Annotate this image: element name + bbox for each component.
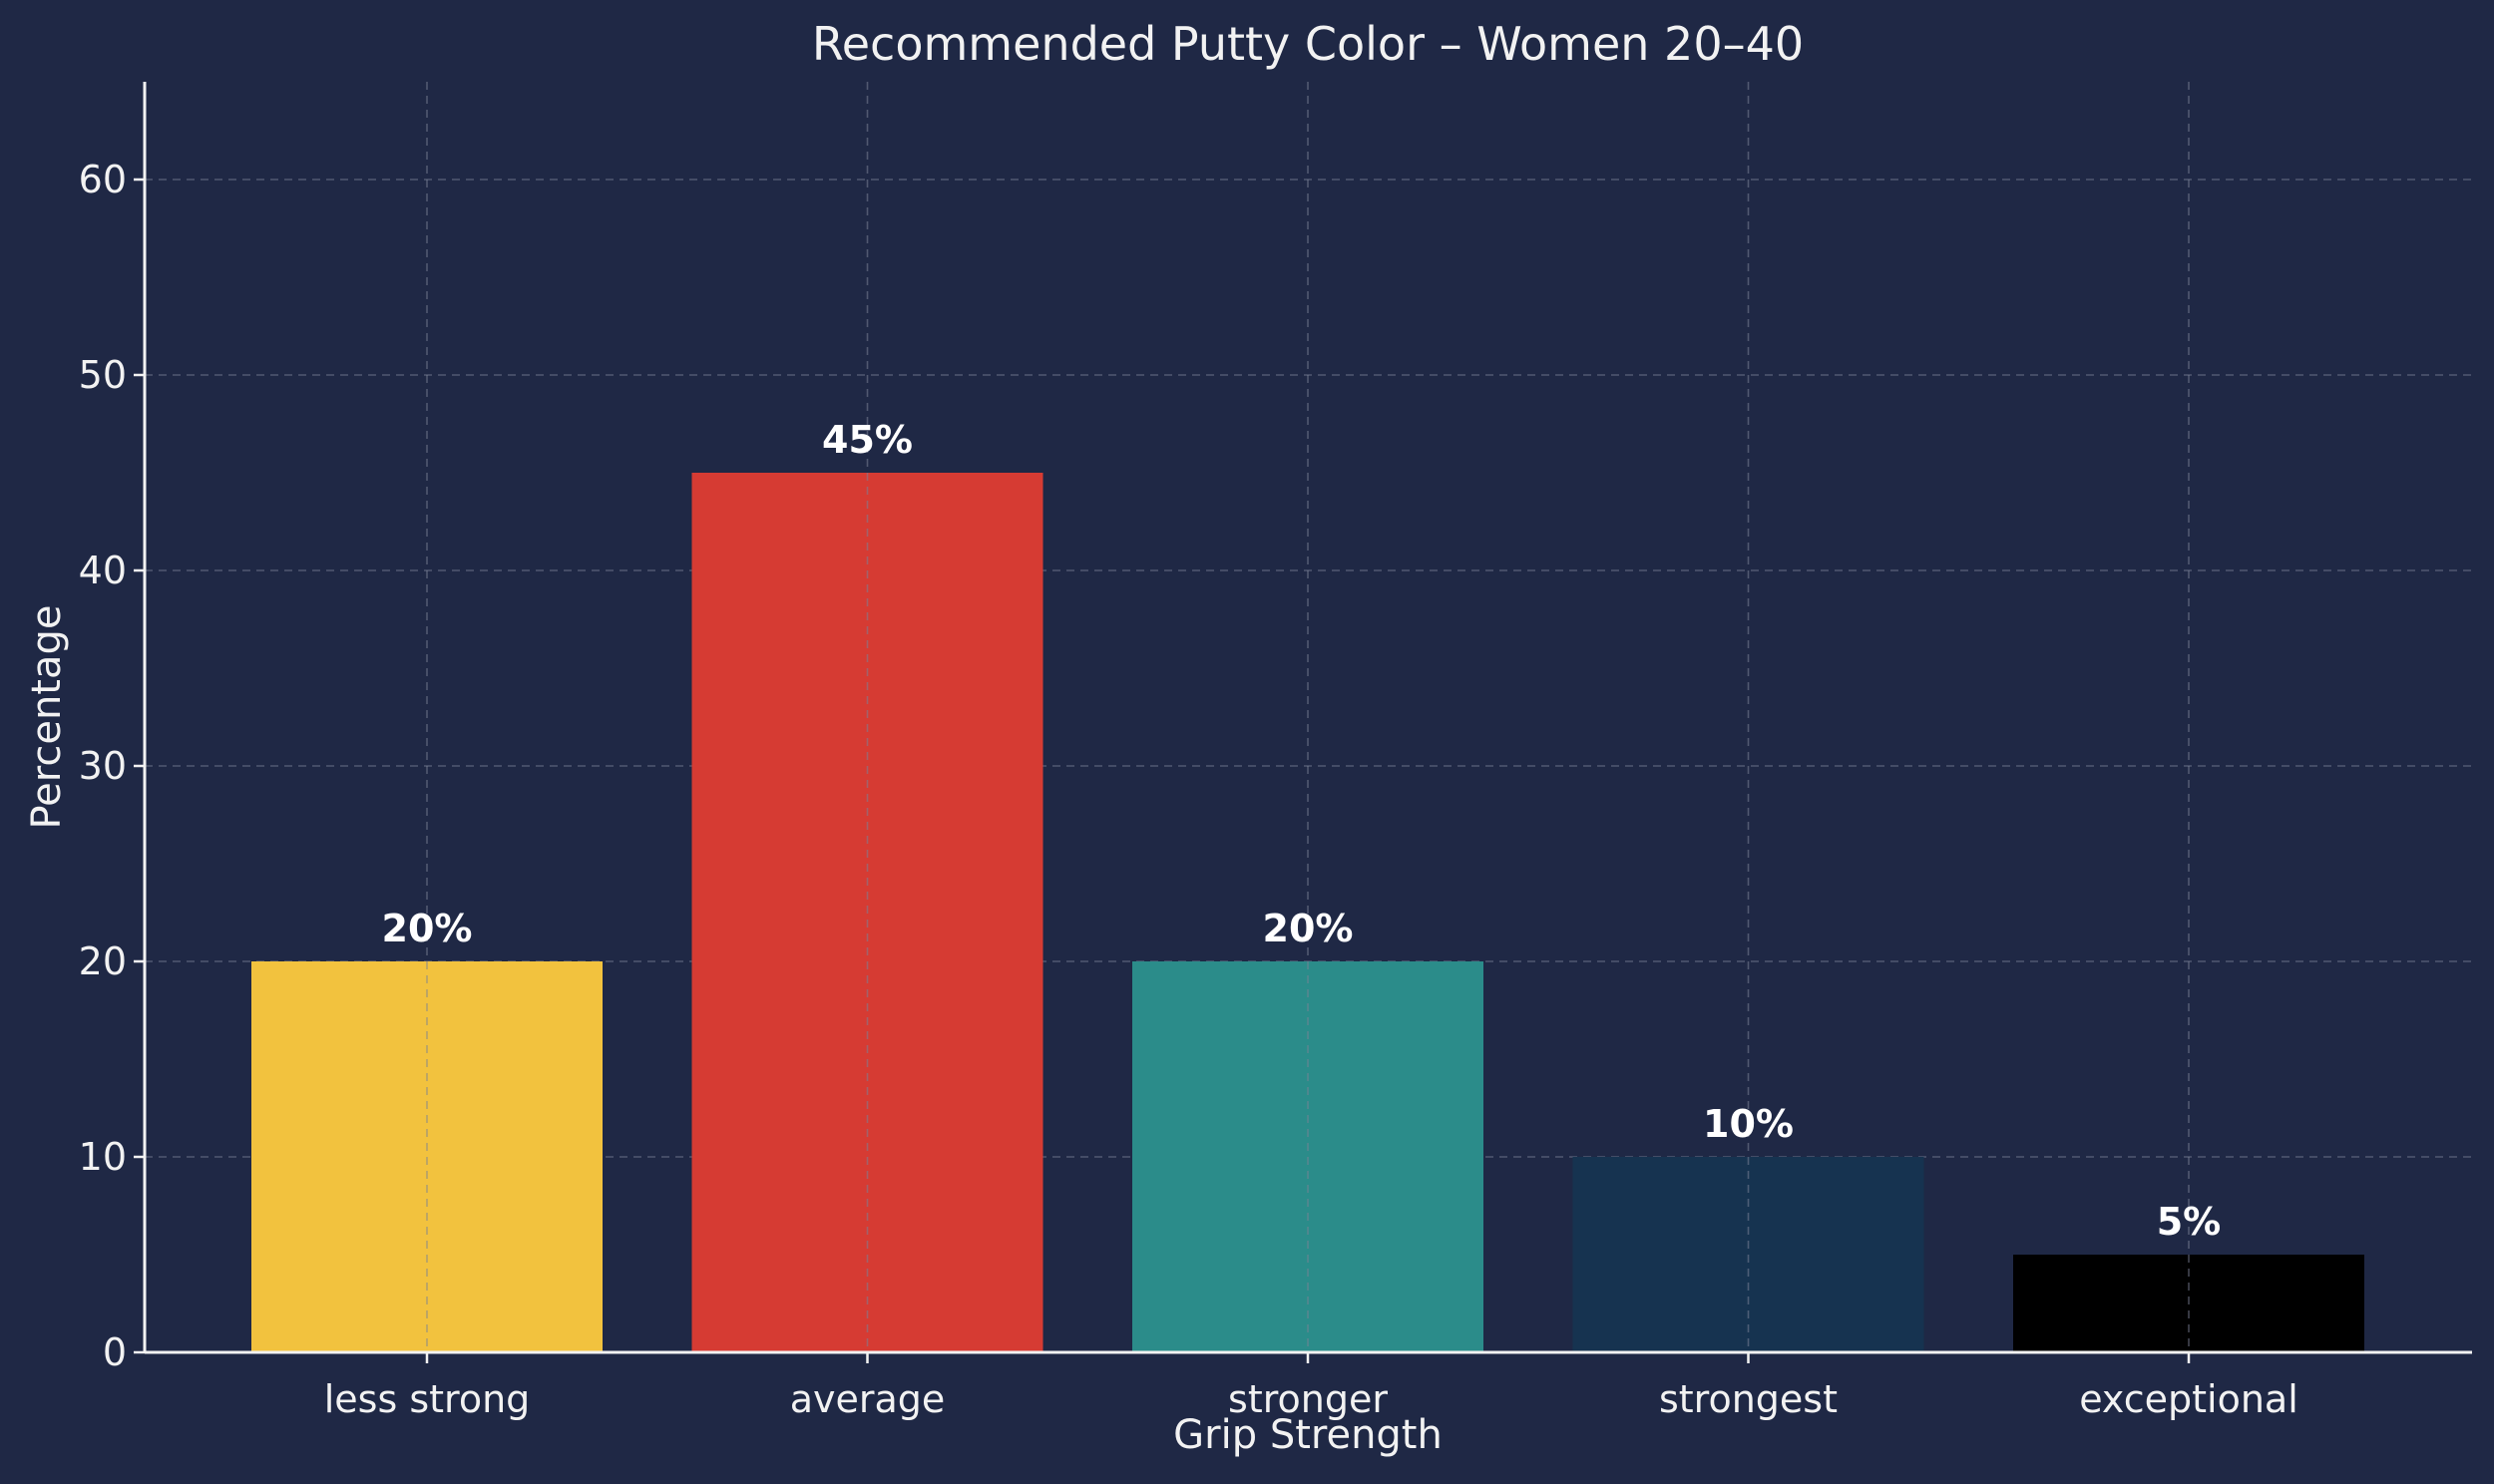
x-tick-label: average: [790, 1377, 946, 1421]
x-tick-label: strongest: [1659, 1377, 1838, 1421]
data-label: 5%: [2157, 1200, 2222, 1244]
y-tick-label: 30: [79, 744, 127, 788]
data-label: 45%: [822, 418, 913, 462]
chart-title: Recommended Putty Color – Women 20–40: [812, 17, 1804, 71]
x-ticks: less strong average stronger strongest excep…: [324, 1352, 2298, 1421]
y-tick-label: 40: [79, 549, 127, 592]
y-tick-label: 0: [103, 1330, 127, 1374]
x-tick-label: less strong: [324, 1377, 531, 1421]
y-tick-label: 20: [79, 939, 127, 983]
data-label: 20%: [382, 907, 473, 950]
y-tick-label: 60: [79, 158, 127, 201]
data-label: 20%: [1263, 907, 1354, 950]
y-ticks: 0 10 20 30 40 50 60: [79, 158, 145, 1374]
data-labels: 20% 45% 20% 10% 5%: [382, 418, 2222, 1244]
y-tick-label: 50: [79, 353, 127, 397]
x-tick-label: exceptional: [2079, 1377, 2298, 1421]
x-grid: [426, 82, 2190, 1352]
y-axis-title: Percentage: [24, 604, 70, 829]
x-axis-title: Grip Strength: [1173, 1412, 1443, 1458]
data-label: 10%: [1703, 1102, 1794, 1146]
y-tick-label: 10: [79, 1135, 127, 1179]
x-tick-label: stronger: [1228, 1377, 1388, 1421]
